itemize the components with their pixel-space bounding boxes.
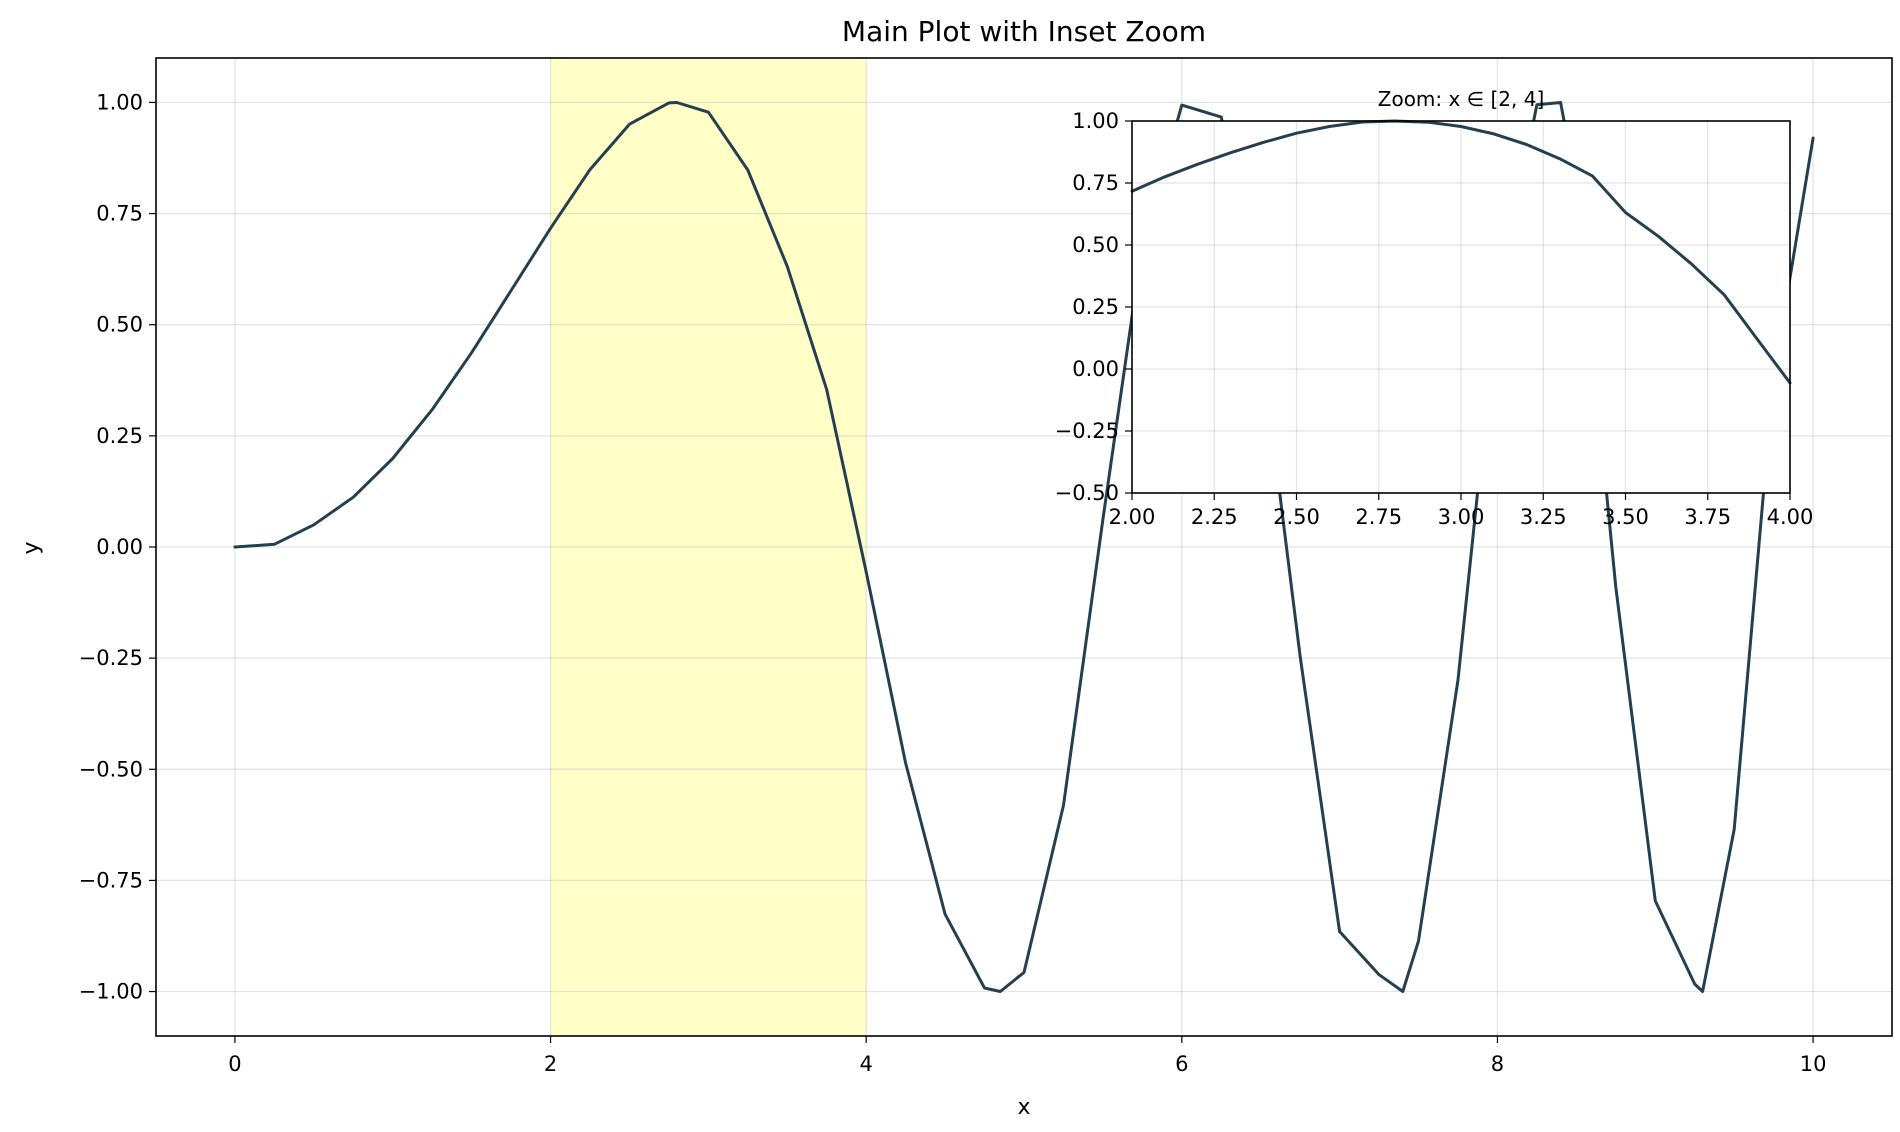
- inset-x-tick-label: 3.75: [1684, 505, 1731, 529]
- x-axis-label: x: [1017, 1095, 1030, 1120]
- inset-y-tick-label: −0.50: [1055, 481, 1119, 505]
- inset-title: Zoom: x ∈ [2, 4]: [1378, 87, 1545, 111]
- inset-plot-area: 2.00 2.25 2.50 2.75 3.00 3.25 3.50 3.75 4.00 1.00…: [1055, 109, 1814, 529]
- inset-y-tick-label: 0.25: [1072, 295, 1119, 319]
- main-y-tick-label: −0.75: [79, 868, 143, 892]
- inset-y-tick-label: 0.00: [1072, 357, 1119, 381]
- main-y-tick-label: −0.25: [79, 646, 143, 670]
- inset-x-tick-label: 2.50: [1273, 505, 1320, 529]
- main-x-tick-label: 6: [1175, 1052, 1188, 1076]
- inset-data-line: [1130, 119, 1792, 385]
- main-x-tick-label: 10: [1800, 1052, 1827, 1076]
- chart-title: Main Plot with Inset Zoom: [842, 15, 1206, 48]
- highlight-span: [550, 58, 867, 1036]
- inset-y-tick-label: 0.50: [1072, 233, 1119, 257]
- inset-x-tick-label: 3.25: [1520, 505, 1567, 529]
- inset-x-tick-label: 4.00: [1767, 505, 1814, 529]
- inset-y-tick-label: −0.25: [1055, 419, 1119, 443]
- main-y-tick-label: 1.00: [96, 90, 143, 114]
- inset-x-tick-label: 2.00: [1109, 505, 1156, 529]
- inset-y-tick-label: 0.75: [1072, 171, 1119, 195]
- main-x-tick-label: 8: [1491, 1052, 1504, 1076]
- y-axis-label: y: [19, 541, 44, 554]
- main-y-tick-label: −1.00: [79, 980, 143, 1004]
- main-x-tick-label: 2: [544, 1052, 557, 1076]
- inset-x-tick-label: 2.25: [1191, 505, 1238, 529]
- inset-y-tick-label: 1.00: [1072, 109, 1119, 133]
- inset-background: [1132, 121, 1790, 493]
- main-y-tick-label: −0.50: [79, 757, 143, 781]
- inset-x-tick-label: 3.00: [1438, 505, 1485, 529]
- inset-x-tick-label: 3.50: [1602, 505, 1649, 529]
- main-y-tick-label: 0.50: [96, 313, 143, 337]
- main-x-tick-label: 4: [859, 1052, 872, 1076]
- main-y-tick-label: 0.00: [96, 535, 143, 559]
- inset-x-tick-label: 2.75: [1355, 505, 1402, 529]
- main-y-tick-label: 0.25: [96, 424, 143, 448]
- main-y-tick-label: 0.75: [96, 202, 143, 226]
- main-x-tick-label: 0: [228, 1052, 241, 1076]
